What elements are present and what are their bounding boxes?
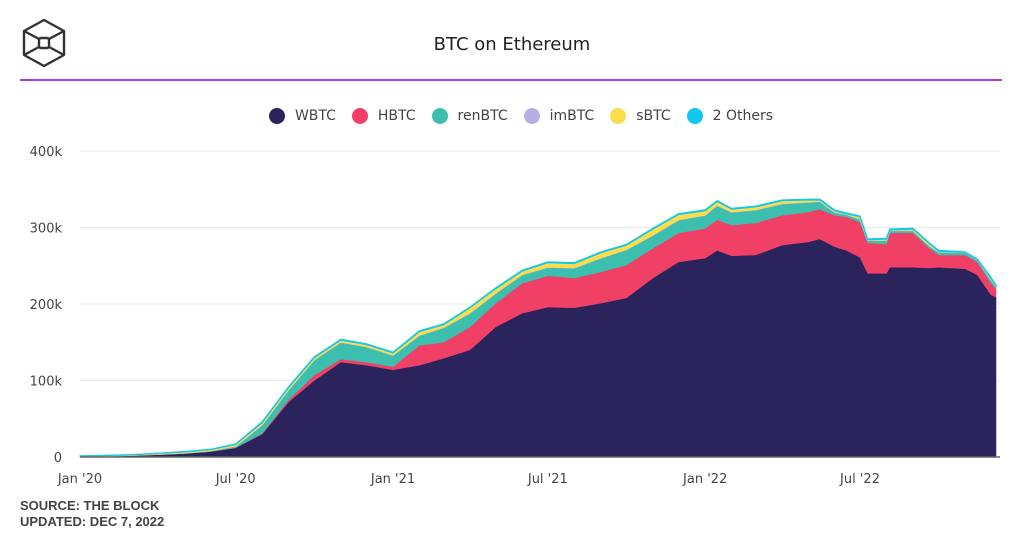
legend-item-sbtc[interactable]: sBTC: [610, 108, 671, 124]
footer: SOURCE: THE BLOCK UPDATED: DEC 7, 2022: [20, 498, 164, 530]
legend-label: sBTC: [636, 108, 671, 124]
y-tick-label: 400k: [30, 145, 63, 160]
legend-item-hbtc[interactable]: HBTC: [351, 108, 416, 124]
legend-swatch: [523, 108, 540, 124]
source-note: SOURCE: THE BLOCK: [20, 498, 160, 513]
the-block-logo-icon: [22, 18, 66, 68]
y-tick-label: 0: [54, 451, 62, 466]
legend-swatch: [431, 108, 448, 124]
x-tick-label: Jul '20: [215, 472, 256, 487]
legend-item-wbtc[interactable]: WBTC: [268, 108, 336, 124]
chart-title: BTC on Ethereum: [433, 34, 591, 55]
legend-item-imbtc[interactable]: imBTC: [523, 108, 595, 124]
legend-swatch: [686, 108, 703, 124]
y-tick-label: 300k: [30, 222, 63, 237]
legend-label: HBTC: [377, 108, 416, 124]
legend-swatch: [610, 108, 627, 124]
x-tick-label: Jan '21: [370, 472, 415, 487]
area-2-others: [79, 198, 997, 457]
header-divider: [20, 79, 1002, 81]
legend-label: WBTC: [294, 108, 336, 124]
y-tick-label: 200k: [30, 298, 63, 313]
legend: WBTC HBTC renBTC imBTC sBTC 2 Others: [0, 108, 1024, 124]
legend-label: renBTC: [457, 108, 508, 124]
legend-item-renbtc[interactable]: renBTC: [431, 108, 508, 124]
legend-item-others[interactable]: 2 Others: [686, 108, 774, 124]
legend-swatch: [351, 108, 368, 124]
legend-label: imBTC: [549, 108, 595, 124]
x-tick-label: Jan '20: [57, 472, 102, 487]
legend-label: 2 Others: [712, 108, 774, 124]
x-tick-label: Jan '22: [682, 472, 727, 487]
y-tick-label: 100k: [30, 375, 63, 390]
x-tick-label: Jul '22: [839, 472, 880, 487]
x-tick-label: Jul '21: [527, 472, 568, 487]
legend-swatch: [268, 108, 285, 124]
updated-note: UPDATED: DEC 7, 2022: [20, 514, 165, 529]
